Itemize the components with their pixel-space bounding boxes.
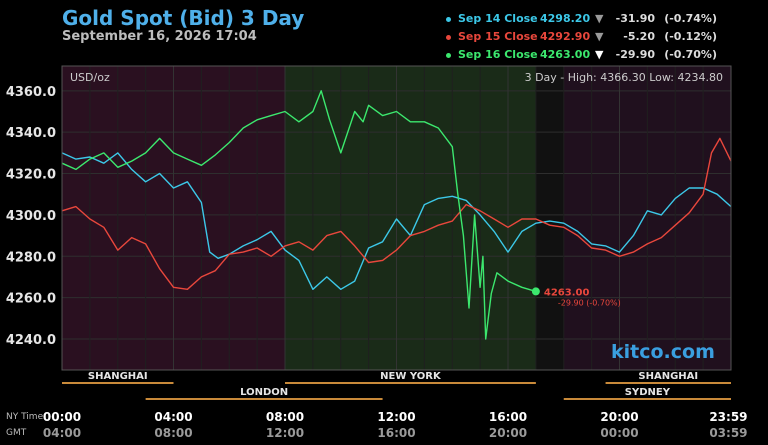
legend-change: -31.90 — [615, 12, 655, 25]
legend-price: 4263.00 — [540, 48, 591, 61]
legend-label: Sep 15 Close — [458, 30, 538, 43]
x-tick-label-gmt: 04:00 — [43, 426, 81, 440]
gmt-row-label: GMT — [6, 428, 27, 438]
legend-percent: (-0.70%) — [664, 48, 717, 61]
legend: Sep 14 Close 4298.20 ▼ -31.90 (-0.74%) Sep 1… — [446, 10, 717, 64]
session-bar — [605, 382, 731, 384]
y-tick-label: 4360.0 — [6, 85, 56, 100]
legend-dot-icon — [446, 16, 451, 22]
down-arrow-icon: ▼ — [595, 30, 604, 43]
unit-label: USD/oz — [70, 71, 110, 84]
series-line-sep-15 — [61, 137, 732, 290]
session-label: SHANGHAI — [88, 371, 148, 382]
y-tick-label: 4320.0 — [6, 168, 56, 183]
x-tick-label-ny: 12:00 — [377, 410, 415, 424]
x-tick-label-ny: 16:00 — [489, 410, 527, 424]
x-tick-label-ny: 08:00 — [266, 410, 304, 424]
x-tick-label-ny: 04:00 — [154, 410, 192, 424]
x-tick-label-gmt: 00:00 — [600, 426, 638, 440]
session-label: SHANGHAI — [638, 371, 698, 382]
end-point-marker — [531, 287, 540, 296]
session-label: SYDNEY — [625, 387, 671, 398]
legend-item-sep15: Sep 15 Close 4292.90 ▼ -5.20 (-0.12%) — [446, 28, 717, 46]
legend-price: 4298.20 — [540, 12, 591, 25]
legend-item-sep14: Sep 14 Close 4298.20 ▼ -31.90 (-0.74%) — [446, 10, 717, 28]
chart-subtitle: September 16, 2026 17:04 — [62, 29, 257, 44]
legend-change: -5.20 — [623, 30, 655, 43]
y-tick-label: 4300.0 — [6, 209, 56, 224]
x-tick-label-gmt: 08:00 — [154, 426, 192, 440]
series-line-sep-16 — [61, 90, 537, 340]
brand-watermark: kitco.com — [611, 341, 715, 363]
y-tick-label: 4260.0 — [6, 292, 56, 307]
legend-label: Sep 14 Close — [458, 12, 538, 25]
y-tick-label: 4240.0 — [6, 333, 56, 348]
down-arrow-icon: ▼ — [595, 12, 604, 25]
y-tick-label: 4340.0 — [6, 126, 56, 141]
legend-item-sep16: Sep 16 Close 4263.00 ▼ -29.90 (-0.70%) — [446, 46, 717, 64]
x-tick-label-gmt: 12:00 — [266, 426, 304, 440]
legend-percent: (-0.12%) — [664, 30, 717, 43]
legend-dot-icon — [446, 34, 451, 40]
down-arrow-icon: ▼ — [595, 48, 604, 61]
session-label: NEW YORK — [380, 371, 442, 382]
session-label: LONDON — [240, 387, 288, 398]
plot-border — [61, 65, 732, 371]
session-region — [535, 66, 564, 370]
x-tick-label-ny: 20:00 — [600, 410, 638, 424]
end-point-change: -29.90 (-0.70%) — [558, 298, 621, 307]
session-bar — [285, 382, 536, 384]
y-tick-label: 4280.0 — [6, 250, 56, 265]
session-bar — [563, 398, 731, 400]
legend-label: Sep 16 Close — [458, 48, 538, 61]
x-tick-label-gmt: 20:00 — [489, 426, 527, 440]
range-stats: 3 Day - High: 4366.30 Low: 4234.80 — [525, 71, 723, 84]
x-tick-label-gmt: 03:59 — [709, 426, 747, 440]
legend-dot-icon — [446, 52, 451, 58]
x-tick-label-ny: 00:00 — [43, 410, 81, 424]
legend-price: 4292.90 — [540, 30, 591, 43]
end-point-value: 4263.00 — [544, 287, 590, 298]
x-tick-label-gmt: 16:00 — [377, 426, 415, 440]
series-line-sep-14 — [61, 152, 732, 290]
legend-percent: (-0.74%) — [664, 12, 717, 25]
session-bar — [62, 382, 174, 384]
ny-time-row-label: NY Time — [6, 412, 44, 422]
chart-title: Gold Spot (Bid) 3 Day — [62, 6, 305, 30]
x-tick-label-ny: 23:59 — [709, 410, 747, 424]
legend-change: -29.90 — [615, 48, 655, 61]
session-bar — [145, 398, 383, 400]
session-region — [285, 66, 536, 370]
